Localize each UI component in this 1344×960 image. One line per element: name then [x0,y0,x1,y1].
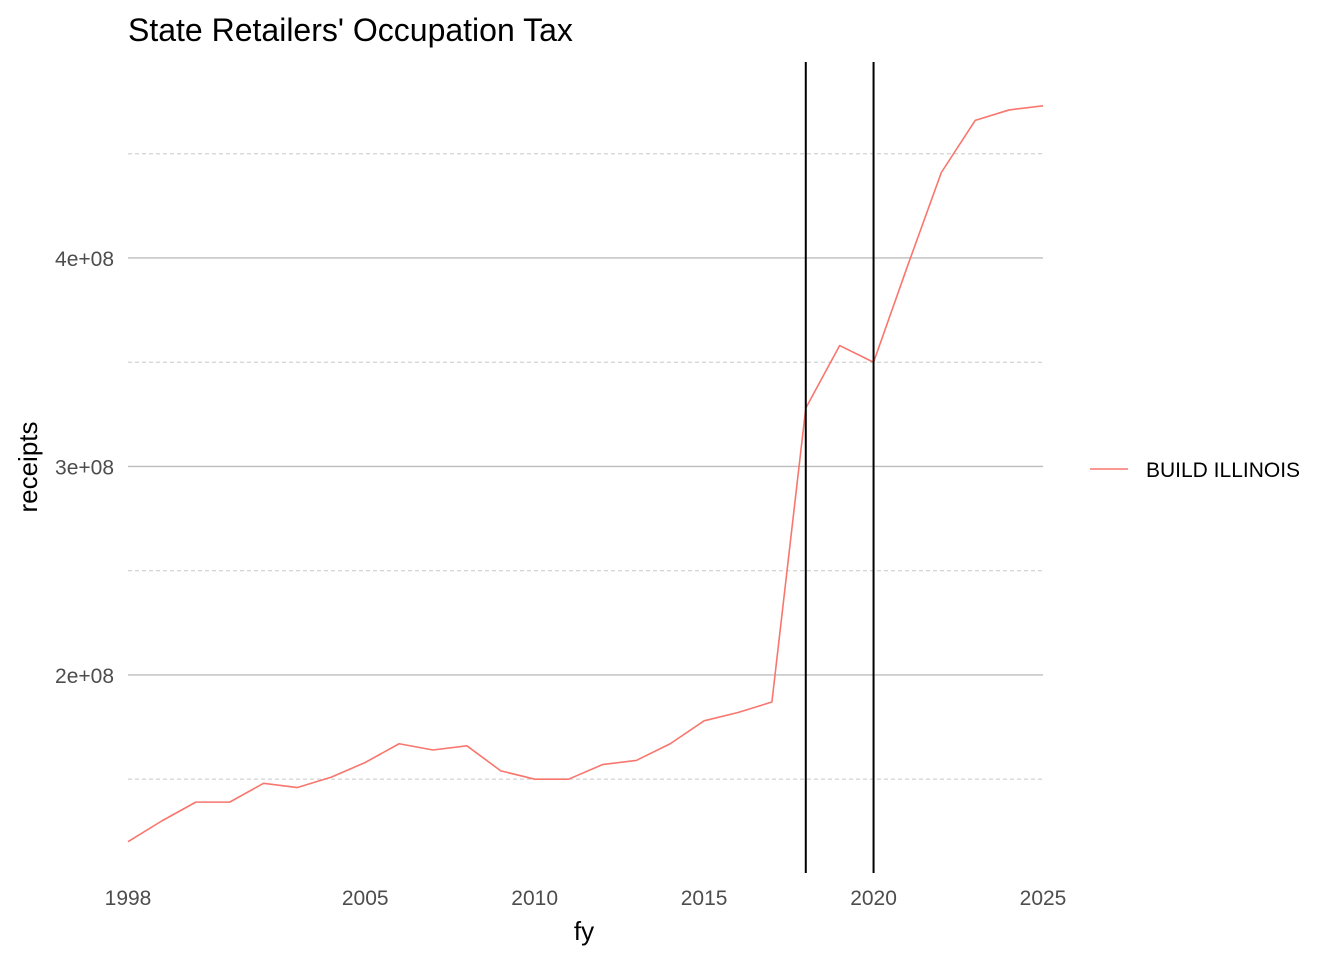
y-tick-label: 2e+08 [55,665,114,688]
series-line-build-illinois [127,104,1044,843]
x-tick-label: 2010 [511,887,558,910]
y-axis-ticks: 2e+08 3e+08 4e+08 [55,248,114,688]
x-tick-label: 2015 [681,887,728,910]
reference-lines [804,62,875,873]
y-axis-title: receipts [13,421,43,512]
x-tick-label: 2005 [342,887,389,910]
x-axis-ticks: 1998 2005 2010 2015 2020 2025 [105,887,1067,910]
x-tick-label: 2025 [1020,887,1067,910]
x-tick-label: 2020 [850,887,897,910]
minor-gridlines [128,153,1043,780]
legend: BUILD ILLINOIS [1090,459,1300,482]
chart-title: State Retailers' Occupation Tax [128,12,573,48]
x-axis-title: fy [574,916,594,946]
legend-label-build-illinois: BUILD ILLINOIS [1146,459,1300,482]
y-tick-label: 4e+08 [55,248,114,271]
series-layer [127,104,1044,843]
x-tick-label: 1998 [105,887,152,910]
major-gridlines [128,257,1043,676]
y-tick-label: 3e+08 [55,456,114,479]
